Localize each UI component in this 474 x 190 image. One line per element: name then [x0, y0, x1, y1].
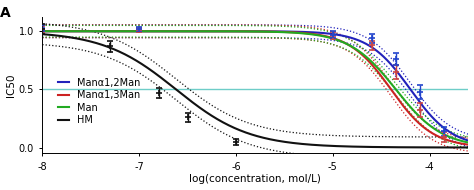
- Man: [149, 30, 155, 32]
- Manα1,2Man: [115, 30, 120, 32]
- Line: HM: HM: [42, 34, 468, 147]
- Manα1,3Man: [39, 30, 45, 32]
- Manα1,3Man: [465, 143, 471, 146]
- HM: [115, 50, 120, 52]
- Man: [115, 30, 120, 32]
- Manα1,3Man: [291, 31, 296, 33]
- Manα1,2Man: [324, 32, 330, 35]
- Manα1,2Man: [232, 30, 238, 32]
- Manα1,3Man: [115, 30, 120, 32]
- HM: [39, 33, 45, 35]
- Man: [291, 32, 296, 34]
- Man: [39, 30, 45, 32]
- Manα1,2Man: [465, 139, 471, 142]
- Y-axis label: IC50: IC50: [6, 74, 16, 97]
- Manα1,2Man: [360, 41, 366, 44]
- Line: Man: Man: [42, 31, 468, 142]
- Man: [324, 36, 330, 38]
- HM: [291, 142, 296, 144]
- HM: [324, 145, 330, 147]
- Manα1,2Man: [39, 30, 45, 32]
- Line: Manα1,3Man: Manα1,3Man: [42, 31, 468, 145]
- Legend: Manα1,2Man, Manα1,3Man, Man, HM: Manα1,2Man, Manα1,3Man, Man, HM: [55, 76, 142, 127]
- Manα1,3Man: [324, 35, 330, 38]
- Text: A: A: [0, 6, 10, 20]
- HM: [360, 146, 366, 148]
- Man: [465, 141, 471, 144]
- HM: [232, 127, 238, 129]
- Manα1,3Man: [360, 55, 366, 57]
- Manα1,3Man: [232, 30, 238, 32]
- Man: [232, 30, 238, 32]
- HM: [465, 146, 471, 149]
- Manα1,3Man: [149, 30, 155, 32]
- Manα1,2Man: [291, 31, 296, 33]
- Manα1,2Man: [149, 30, 155, 32]
- Man: [360, 53, 366, 55]
- HM: [149, 70, 155, 72]
- X-axis label: log(concentration, mol/L): log(concentration, mol/L): [190, 174, 321, 184]
- Line: Manα1,2Man: Manα1,2Man: [42, 31, 468, 141]
